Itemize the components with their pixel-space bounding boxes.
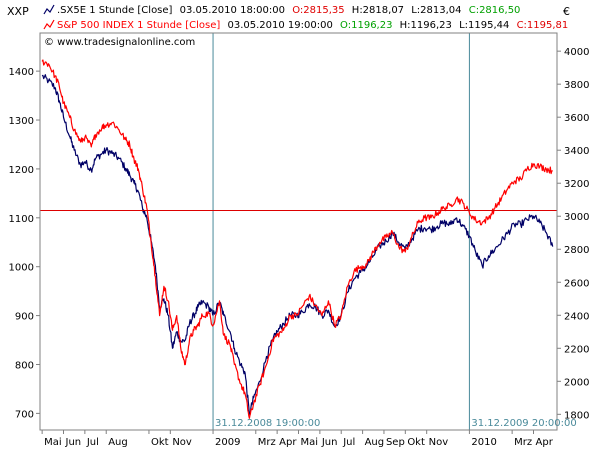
left-axis-tick-label: 1400 — [9, 67, 34, 78]
x-axis-tick-label: 2009 — [215, 437, 240, 448]
left-axis-label: XXP — [7, 5, 29, 18]
right-axis-tick-label: 4000 — [564, 47, 589, 58]
x-axis-tick-label: Mai — [301, 437, 319, 448]
right-axis-tick-label: 2600 — [564, 278, 589, 289]
series-layer — [41, 59, 554, 419]
legend-open: O:1196,23 — [340, 20, 392, 31]
x-axis-tick-label: Apr — [536, 437, 554, 448]
x-axis-tick-label: Jul — [342, 437, 355, 448]
left-axis-tick-label: 1100 — [9, 214, 34, 225]
left-axis-tick-label: 1000 — [9, 263, 34, 274]
left-axis-tick-label: 1200 — [9, 165, 34, 176]
legend-series-name: .SX5E 1 Stunde [Close] — [57, 5, 173, 16]
x-axis-tick-label: Jul — [86, 437, 99, 448]
line-chart-icon — [43, 4, 55, 15]
x-axis-tick-label: Mrz — [514, 437, 532, 448]
svg-text:.SX5E 1 Stunde [Close]: .SX5E 1 Stunde [Close] 03.05.2010 18:00:… — [57, 5, 520, 16]
axis-layer: 700 800 900 1000 1100 1200 1300 1400 1800 2000 220… — [9, 47, 590, 448]
right-axis-tick-label: 2400 — [564, 311, 589, 322]
x-axis-tick-label: Sep — [386, 437, 405, 448]
series-line-sx5e — [41, 74, 554, 415]
right-axis-tick-label: 3200 — [564, 179, 589, 190]
svg-text:S&P 500 INDEX 1 Stunde [Close]: S&P 500 INDEX 1 Stunde [Close] 03.05.201… — [57, 20, 568, 31]
legend-high: H:1196,23 — [400, 20, 452, 31]
marker-label-2009: 31.12.2009 20:00:00 — [471, 418, 576, 429]
marker-label-2008: 31.12.2008 19:00:00 — [215, 418, 320, 429]
legend-low: L:1195,44 — [459, 20, 509, 31]
left-axis-tick-label: 700 — [15, 409, 34, 420]
legend-close: C:1195,81 — [517, 20, 569, 31]
legend: .SX5E 1 Stunde [Close] 03.05.2010 18:00:… — [43, 4, 568, 48]
line-chart-icon — [43, 19, 55, 30]
x-axis-tick-label: Mai — [44, 437, 62, 448]
legend-high: H:2818,07 — [352, 5, 404, 16]
series-line-spx — [41, 59, 553, 419]
right-axis-tick-label: 1800 — [564, 410, 589, 421]
x-axis-tick-label: Nov — [172, 437, 192, 448]
x-axis-tick-label: Aug — [365, 437, 385, 448]
x-axis-tick-label: Okt — [151, 437, 169, 448]
x-axis-tick-label: Nov — [429, 437, 449, 448]
x-axis-tick-label: Aug — [108, 437, 128, 448]
legend-entry-sx5e: .SX5E 1 Stunde [Close] 03.05.2010 18:00:… — [43, 4, 520, 16]
left-axis-tick-label: 900 — [15, 312, 34, 323]
x-axis-tick-label: Mrz — [258, 437, 276, 448]
x-axis-tick-label: 2010 — [471, 437, 496, 448]
x-axis-tick-label: Jun — [65, 437, 82, 448]
right-axis-tick-label: 2200 — [564, 344, 589, 355]
x-axis-tick-label: Apr — [279, 437, 297, 448]
legend-timestamp: 03.05.2010 18:00:00 — [180, 5, 285, 16]
right-axis-tick-label: 3000 — [564, 212, 589, 223]
left-axis-tick-label: 800 — [15, 360, 34, 371]
right-axis-tick-label: 3800 — [564, 80, 589, 91]
right-axis-label: € — [563, 5, 570, 18]
legend-close: C:2816,50 — [469, 5, 521, 16]
right-axis-tick-label: 2800 — [564, 245, 589, 256]
legend-timestamp: 03.05.2010 19:00:00 — [228, 20, 333, 31]
legend-entry-spx: S&P 500 INDEX 1 Stunde [Close] 03.05.201… — [43, 19, 568, 31]
right-axis-tick-label: 3600 — [564, 113, 589, 124]
right-axis-tick-label: 3400 — [564, 146, 589, 157]
x-axis-tick-label: Jun — [321, 437, 338, 448]
legend-series-name: S&P 500 INDEX 1 Stunde [Close] — [57, 20, 220, 31]
x-axis-tick-label: Okt — [407, 437, 425, 448]
legend-open: O:2815,35 — [292, 5, 344, 16]
watermark-text: © www.tradesignalonline.com — [44, 37, 195, 48]
legend-low: L:2813,04 — [411, 5, 461, 16]
right-axis-tick-label: 2000 — [564, 377, 589, 388]
left-axis-tick-label: 1300 — [9, 116, 34, 127]
